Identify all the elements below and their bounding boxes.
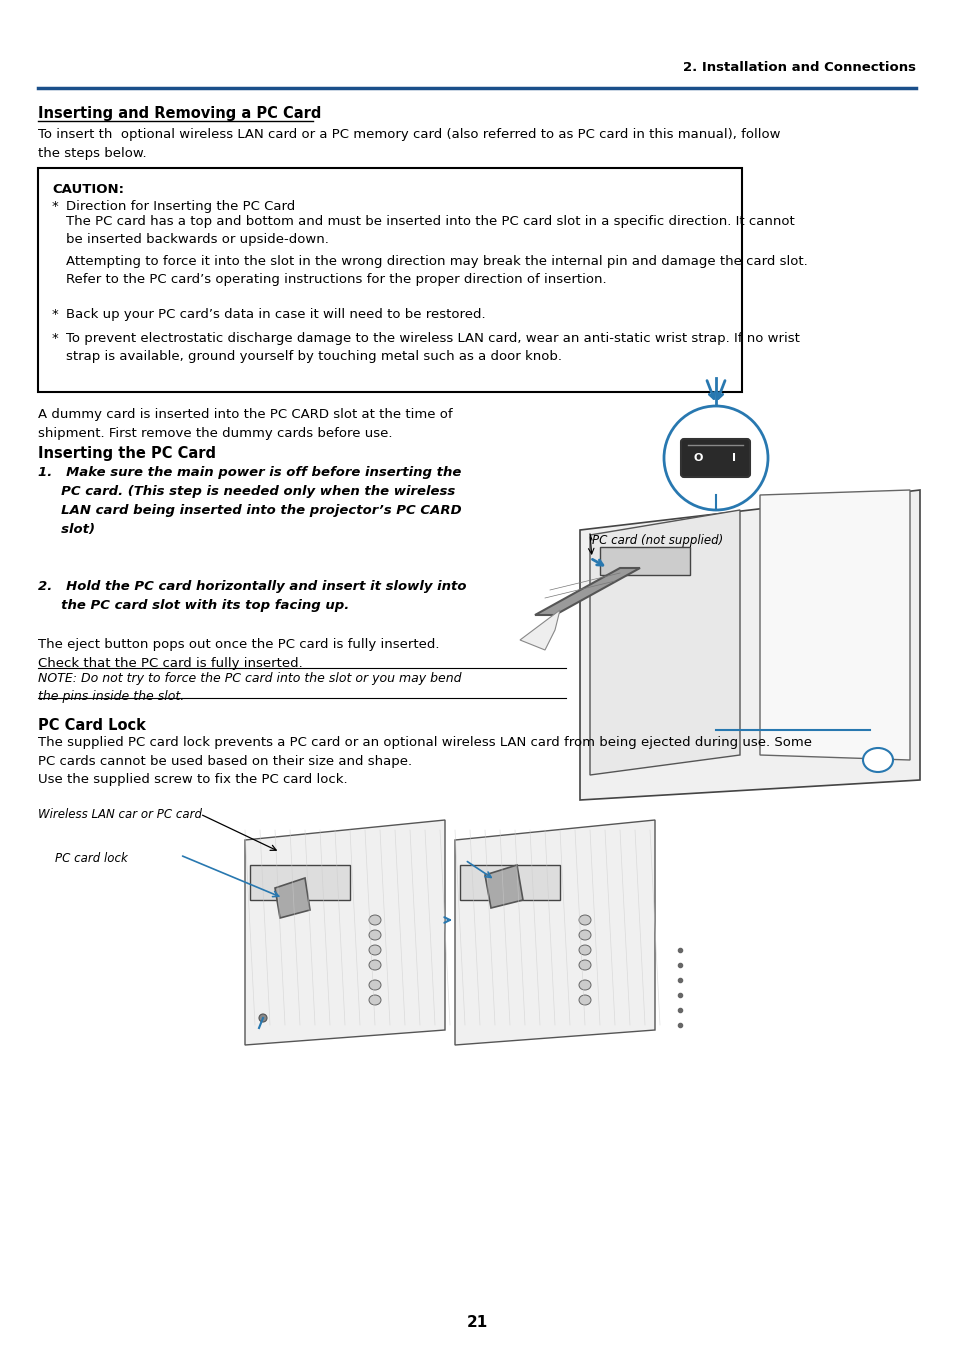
Text: 2. Installation and Connections: 2. Installation and Connections: [682, 61, 915, 74]
Ellipse shape: [578, 945, 590, 954]
Text: Back up your PC card’s data in case it will need to be restored.: Back up your PC card’s data in case it w…: [66, 307, 485, 321]
Ellipse shape: [369, 930, 380, 940]
Polygon shape: [579, 491, 919, 799]
Ellipse shape: [369, 960, 380, 971]
FancyBboxPatch shape: [680, 439, 749, 477]
Text: *: *: [52, 200, 59, 213]
Text: *: *: [52, 307, 59, 321]
Ellipse shape: [369, 980, 380, 989]
Polygon shape: [245, 820, 444, 1045]
Text: The supplied PC card lock prevents a PC card or an optional wireless LAN card fr: The supplied PC card lock prevents a PC …: [38, 736, 811, 786]
Text: 21: 21: [466, 1316, 487, 1330]
Ellipse shape: [862, 748, 892, 772]
Ellipse shape: [369, 995, 380, 1006]
Text: 1.   Make sure the main power is off before inserting the
     PC card. (This st: 1. Make sure the main power is off befor…: [38, 466, 461, 537]
Ellipse shape: [578, 915, 590, 925]
Polygon shape: [274, 878, 310, 918]
Text: Direction for Inserting the PC Card: Direction for Inserting the PC Card: [66, 200, 294, 213]
Bar: [459, 865, 559, 900]
Text: O: O: [693, 453, 702, 462]
Text: CAUTION:: CAUTION:: [52, 183, 124, 195]
Ellipse shape: [258, 1014, 267, 1022]
Bar: [38, 168, 741, 392]
Polygon shape: [484, 865, 522, 909]
Text: PC card (not supplied): PC card (not supplied): [592, 534, 722, 547]
Text: The eject button pops out once the PC card is fully inserted.
Check that the PC : The eject button pops out once the PC ca…: [38, 638, 439, 670]
Polygon shape: [760, 491, 909, 760]
Polygon shape: [455, 820, 655, 1045]
Ellipse shape: [578, 960, 590, 971]
Ellipse shape: [369, 915, 380, 925]
Text: A dummy card is inserted into the PC CARD slot at the time of
shipment. First re: A dummy card is inserted into the PC CAR…: [38, 408, 452, 439]
Ellipse shape: [578, 930, 590, 940]
Text: To insert th  optional wireless LAN card or a PC memory card (also referred to a: To insert th optional wireless LAN card …: [38, 128, 780, 159]
Ellipse shape: [663, 406, 767, 510]
Ellipse shape: [578, 995, 590, 1006]
Ellipse shape: [578, 980, 590, 989]
Polygon shape: [519, 611, 559, 650]
Text: I: I: [731, 453, 735, 462]
Text: 2.   Hold the PC card horizontally and insert it slowly into
     the PC card sl: 2. Hold the PC card horizontally and ins…: [38, 580, 466, 612]
Text: PC Card Lock: PC Card Lock: [38, 718, 146, 733]
Polygon shape: [535, 568, 639, 615]
Text: NOTE: Do not try to force the PC card into the slot or you may bend
the pins ins: NOTE: Do not try to force the PC card in…: [38, 673, 461, 704]
Text: Attempting to force it into the slot in the wrong direction may break the intern: Attempting to force it into the slot in …: [66, 255, 807, 286]
Text: *: *: [52, 332, 59, 345]
Text: Wireless LAN car or PC card: Wireless LAN car or PC card: [38, 807, 202, 821]
Text: The PC card has a top and bottom and must be inserted into the PC card slot in a: The PC card has a top and bottom and mus…: [66, 214, 794, 245]
Bar: [599, 547, 689, 576]
Polygon shape: [589, 510, 740, 775]
Ellipse shape: [369, 945, 380, 954]
Text: Inserting the PC Card: Inserting the PC Card: [38, 446, 215, 461]
Text: To prevent electrostatic discharge damage to the wireless LAN card, wear an anti: To prevent electrostatic discharge damag…: [66, 332, 799, 363]
Bar: [250, 865, 350, 900]
Text: PC card lock: PC card lock: [55, 852, 128, 865]
Text: Inserting and Removing a PC Card: Inserting and Removing a PC Card: [38, 106, 321, 121]
